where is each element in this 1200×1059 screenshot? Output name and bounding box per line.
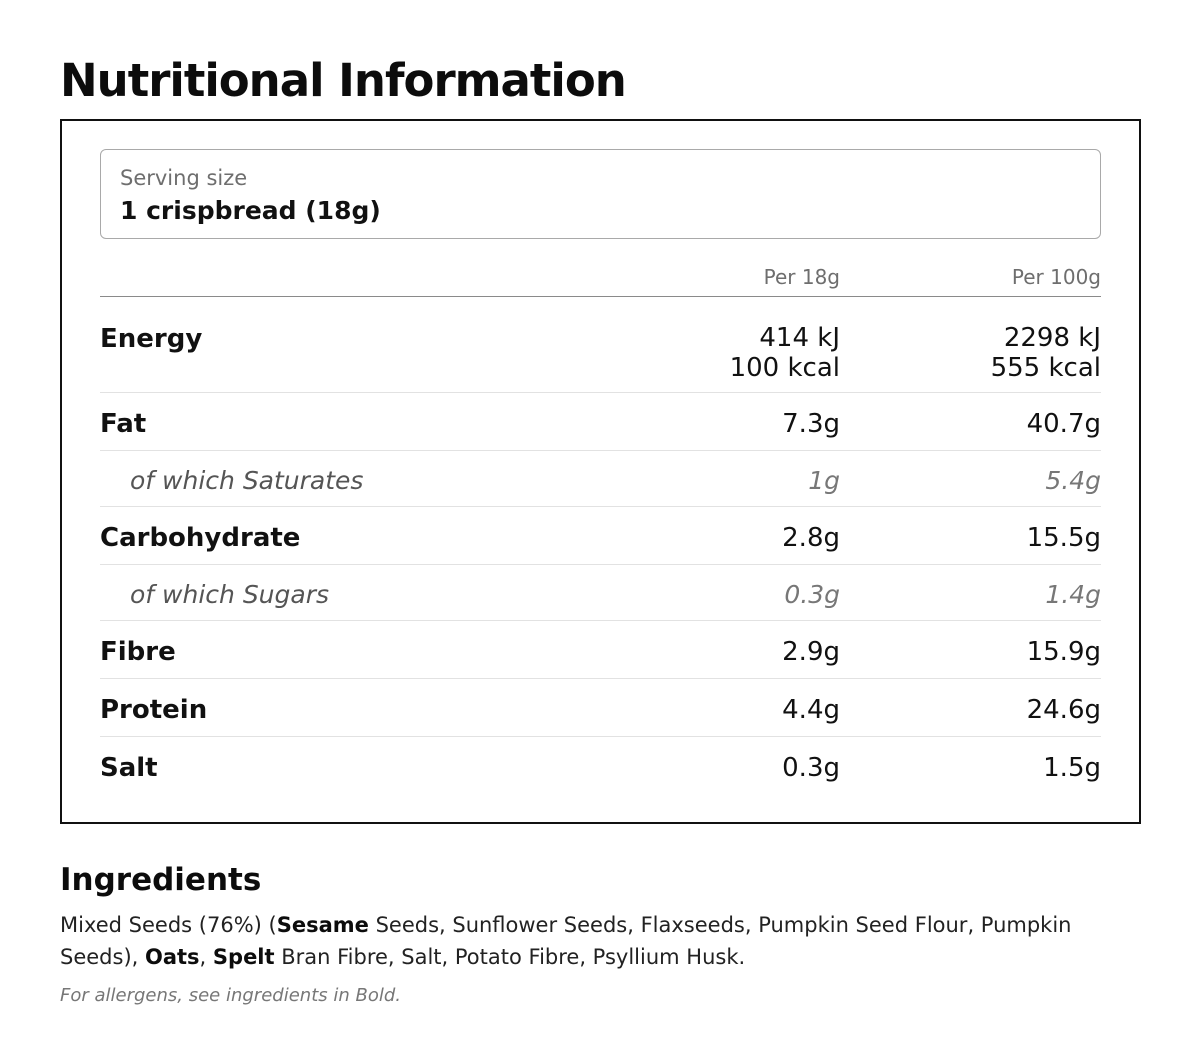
allergen-sesame: Sesame bbox=[276, 913, 369, 937]
ingredients-text: Bran Fibre, Salt, Potato Fibre, Psyllium… bbox=[274, 945, 746, 969]
nutrient-row-salt: Salt 0.3g 1.5g bbox=[100, 737, 1101, 795]
fibre-per-100g: 15.9g bbox=[1026, 637, 1101, 667]
nutrient-row-carbohydrate: Carbohydrate 2.8g 15.5g bbox=[100, 507, 1101, 565]
row-divider bbox=[100, 736, 1101, 737]
ingredients-text: , bbox=[199, 945, 213, 969]
energy-kcal-per-100g: 555 kcal bbox=[990, 353, 1101, 383]
salt-per-serving: 0.3g bbox=[782, 753, 840, 783]
serving-size-value: 1 crispbread (18g) bbox=[120, 196, 381, 225]
row-divider bbox=[100, 450, 1101, 451]
serving-size-label: Serving size bbox=[120, 166, 248, 190]
nutrient-row-sugars: of which Sugars 0.3g 1.4g bbox=[100, 565, 1101, 621]
nutrient-row-protein: Protein 4.4g 24.6g bbox=[100, 679, 1101, 737]
header-divider bbox=[100, 296, 1101, 297]
column-header-per-serving: Per 18g bbox=[763, 265, 840, 289]
nutrient-row-fat: Fat 7.3g 40.7g bbox=[100, 393, 1101, 451]
allergen-spelt: Spelt bbox=[212, 945, 275, 969]
nutrition-table-panel: Serving size 1 crispbread (18g) Per 18g … bbox=[60, 119, 1141, 824]
nutrient-name: Protein bbox=[100, 695, 208, 725]
ingredients-title: Ingredients bbox=[60, 862, 262, 898]
ingredients-text: Seeds, Sunflower Seeds, Flaxseeds, Pumpk… bbox=[60, 913, 1072, 969]
carbohydrate-per-100g: 15.5g bbox=[1026, 523, 1101, 553]
salt-per-100g: 1.5g bbox=[1043, 753, 1101, 783]
fibre-per-serving: 2.9g bbox=[782, 637, 840, 667]
nutrient-name: Carbohydrate bbox=[100, 523, 301, 553]
serving-size-box: Serving size 1 crispbread (18g) bbox=[100, 149, 1101, 239]
nutrient-name: Fat bbox=[100, 409, 147, 439]
nutrient-name: Salt bbox=[100, 753, 158, 783]
energy-kj-per-100g: 2298 kJ bbox=[1003, 323, 1101, 353]
protein-per-100g: 24.6g bbox=[1026, 695, 1101, 725]
row-divider bbox=[100, 620, 1101, 621]
saturates-per-serving: 1g bbox=[808, 466, 840, 495]
row-divider bbox=[100, 506, 1101, 507]
ingredients-list: Mixed Seeds (76%) (Sesame Seeds, Sunflow… bbox=[60, 909, 1120, 973]
fat-per-100g: 40.7g bbox=[1026, 409, 1101, 439]
row-divider bbox=[100, 564, 1101, 565]
nutrient-name: of which Sugars bbox=[130, 580, 330, 609]
nutrient-row-fibre: Fibre 2.9g 15.9g bbox=[100, 621, 1101, 679]
protein-per-serving: 4.4g bbox=[782, 695, 840, 725]
sugars-per-100g: 1.4g bbox=[1045, 580, 1101, 609]
allergen-oats: Oats bbox=[144, 945, 200, 969]
allergen-note: For allergens, see ingredients in Bold. bbox=[60, 985, 401, 1006]
nutrient-name: Energy bbox=[100, 324, 203, 354]
page-title: Nutritional Information bbox=[60, 54, 627, 107]
nutrient-row-saturates: of which Saturates 1g 5.4g bbox=[100, 451, 1101, 507]
nutrient-name: of which Saturates bbox=[130, 466, 364, 495]
energy-kj-per-serving: 414 kJ bbox=[759, 323, 840, 353]
nutrient-name: Fibre bbox=[100, 637, 176, 667]
fat-per-serving: 7.3g bbox=[782, 409, 840, 439]
sugars-per-serving: 0.3g bbox=[784, 580, 840, 609]
row-divider bbox=[100, 678, 1101, 679]
carbohydrate-per-serving: 2.8g bbox=[782, 523, 840, 553]
energy-kcal-per-serving: 100 kcal bbox=[729, 353, 840, 383]
row-divider bbox=[100, 392, 1101, 393]
nutrient-row-energy: Energy 414 kJ 100 kcal 2298 kJ 555 kcal bbox=[100, 297, 1101, 393]
column-header-per-100g: Per 100g bbox=[1011, 265, 1101, 289]
saturates-per-100g: 5.4g bbox=[1045, 466, 1101, 495]
ingredients-text: Mixed Seeds (76%) ( bbox=[60, 913, 277, 937]
